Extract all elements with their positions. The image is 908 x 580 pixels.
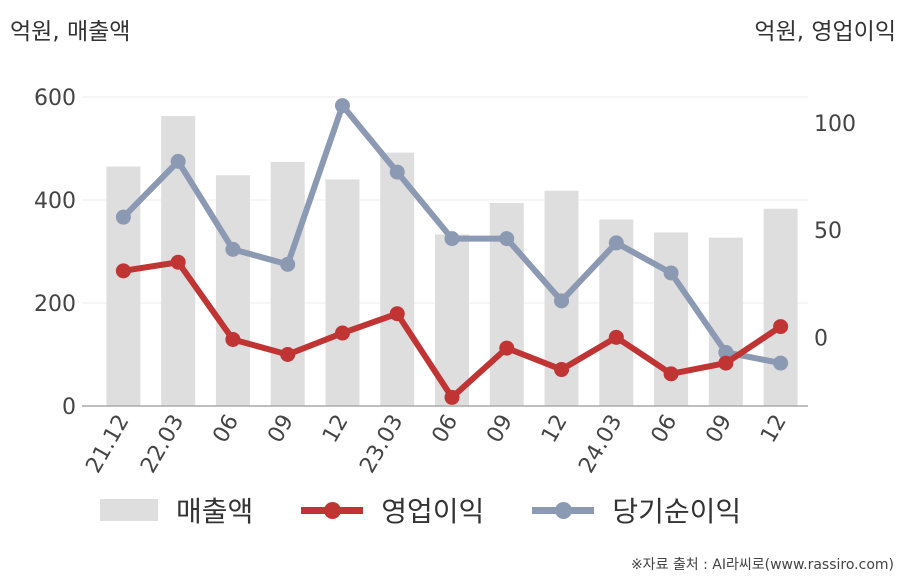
operating-profit-point [499, 340, 515, 356]
left-tick-label: 200 [34, 292, 76, 317]
net-income-point [499, 231, 515, 247]
x-tick-label: 12 [756, 411, 792, 448]
legend-label-operating: 영업이익 [381, 495, 485, 528]
x-tick-label: 23.03 [355, 411, 408, 478]
operating-profit-point [115, 263, 131, 279]
operating-profit-point [554, 362, 570, 378]
revenue-bars [106, 116, 798, 407]
revenue-bar [215, 175, 250, 406]
revenue-bar [708, 237, 743, 406]
x-tick-label: 12 [537, 411, 573, 448]
net-income-point [773, 355, 789, 371]
x-tick-label: 09 [263, 411, 299, 448]
x-tick-label: 12 [318, 411, 354, 448]
net-income-point [663, 265, 679, 281]
revenue-bar [270, 161, 305, 406]
operating-profit-point [608, 329, 624, 345]
legend-swatch-operating [301, 499, 364, 521]
x-tick-label: 06 [647, 411, 683, 448]
x-tick-label: 22.03 [136, 411, 189, 478]
operating-profit-point [389, 306, 405, 322]
legend-label-revenue: 매출액 [176, 495, 254, 528]
legend-swatch-net [532, 499, 595, 521]
operating-profit-point [663, 366, 679, 382]
x-tick-label: 21.12 [81, 411, 134, 478]
legend-swatch-revenue [100, 499, 158, 521]
left-tick-label: 600 [34, 86, 76, 111]
legend-item-operating: 영업이익 [301, 490, 484, 530]
right-tick-label: 50 [814, 219, 842, 244]
operating-profit-point [280, 347, 296, 362]
x-tick-label: 09 [701, 411, 737, 448]
revenue-bar [763, 208, 798, 406]
revenue-bar [325, 179, 360, 406]
legend-item-net: 당기순이익 [532, 490, 741, 530]
legend: 매출액 영업이익 당기순이익 [100, 490, 789, 530]
net-income-point [554, 293, 570, 309]
net-income-point [225, 241, 241, 257]
profit-lines [115, 98, 789, 405]
left-tick-label: 400 [34, 189, 76, 214]
source-note: ※자료 출처 : AI라씨로(www.rassiro.com) [630, 557, 894, 573]
right-tick-label: 0 [814, 326, 828, 351]
x-tick-label: 24.03 [574, 411, 627, 478]
operating-profit-point [225, 331, 241, 347]
right-axis-unit: 억원, 영업이익 [754, 19, 896, 45]
revenue-bar [380, 152, 415, 406]
net-income-point [280, 256, 296, 272]
net-income-point [608, 235, 624, 251]
operating-profit-point [773, 319, 789, 335]
net-income-point [115, 209, 131, 225]
operating-profit-point [170, 254, 186, 270]
x-tick-label: 09 [482, 411, 518, 448]
net-income-point [444, 231, 460, 247]
net-income-point [334, 98, 350, 114]
legend-label-net: 당기순이익 [612, 495, 742, 528]
x-tick-label: 06 [428, 411, 464, 448]
x-tick-label: 06 [208, 411, 244, 448]
net-income-point [718, 344, 734, 360]
operating-profit-point [334, 325, 350, 341]
right-tick-label: 100 [814, 112, 856, 137]
left-tick-label: 0 [62, 395, 76, 420]
net-income-point [389, 164, 405, 180]
left-axis-unit: 억원, 매출액 [10, 19, 131, 45]
legend-item-revenue: 매출액 [100, 490, 253, 530]
operating-profit-point [444, 389, 460, 405]
operating-profit-point [718, 355, 734, 371]
net-income-point [170, 153, 186, 169]
